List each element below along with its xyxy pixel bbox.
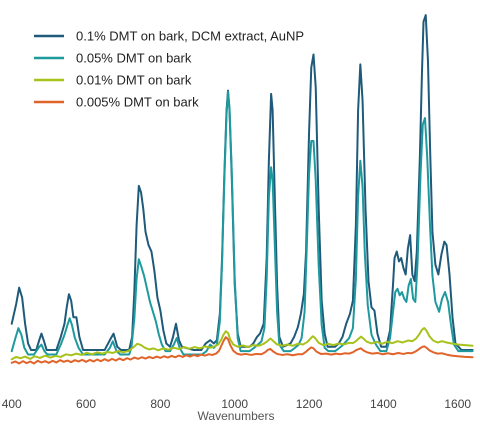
series-line-4	[10, 336, 474, 365]
legend-item-3: 0.01% DMT on bark	[34, 73, 192, 88]
x-tick-label: 600	[76, 397, 96, 411]
plot-lines	[10, 14, 474, 365]
legend-label-2: 0.05% DMT on bark	[76, 51, 192, 66]
x-tick-label: 1400	[370, 397, 397, 411]
legend: 0.1% DMT on bark, DCM extract, AuNP 0.05%…	[34, 29, 304, 110]
legend-item-4: 0.005% DMT on bark	[34, 95, 199, 110]
legend-item-1: 0.1% DMT on bark, DCM extract, AuNP	[34, 29, 304, 44]
x-tick-label: 1600	[444, 397, 471, 411]
x-tick-label: 1200	[296, 397, 323, 411]
legend-item-2: 0.05% DMT on bark	[34, 51, 192, 66]
legend-label-3: 0.01% DMT on bark	[76, 73, 192, 88]
x-axis-ticks: 400 600 800 1000 1200 1400 1600	[2, 397, 472, 411]
x-tick-label: 1000	[221, 397, 248, 411]
series-line-3	[10, 327, 474, 361]
x-axis-title: Wavenumbers	[198, 409, 275, 423]
series-line-2	[10, 90, 474, 356]
x-tick-label: 800	[150, 397, 170, 411]
legend-label-4: 0.005% DMT on bark	[76, 95, 199, 110]
x-tick-label: 400	[2, 397, 22, 411]
legend-label-1: 0.1% DMT on bark, DCM extract, AuNP	[76, 29, 304, 44]
